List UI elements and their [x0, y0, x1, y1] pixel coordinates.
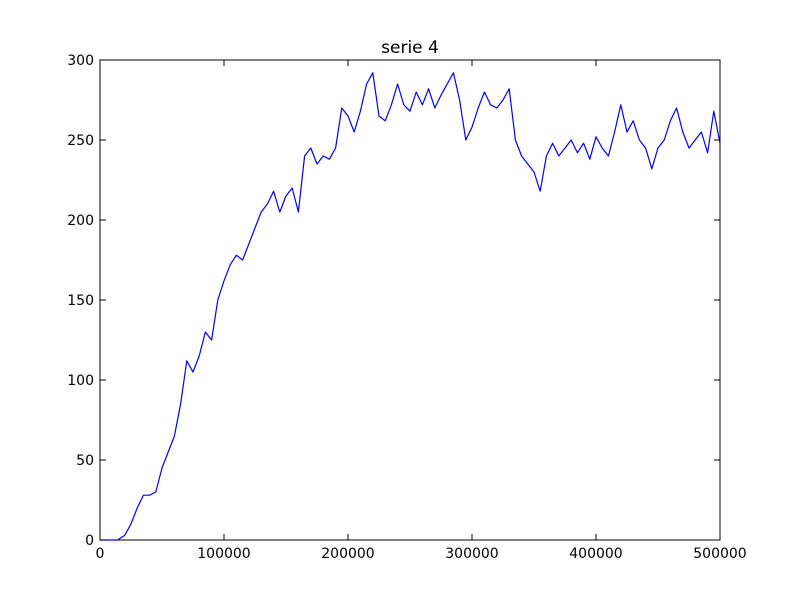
y-tick-label: 0	[85, 533, 94, 549]
x-tick-label: 200000	[321, 546, 374, 562]
y-axis: 0 50 100 150 200 250 300	[67, 53, 720, 549]
y-tick-label: 300	[67, 53, 94, 69]
y-tick-label: 50	[76, 453, 94, 469]
plot-area	[99, 59, 721, 541]
x-tick-label: 300000	[445, 546, 498, 562]
series-line-0	[100, 72, 721, 541]
x-tick-label: 0	[96, 546, 105, 562]
x-tick-label: 400000	[569, 546, 622, 562]
y-tick-label: 200	[67, 213, 94, 229]
y-tick-label: 150	[67, 293, 94, 309]
x-axis: 0 100000 200000 300000 400000 500000	[96, 60, 747, 562]
series-layer	[100, 72, 721, 541]
y-tick-label: 100	[67, 373, 94, 389]
chart-title: serie 4	[381, 38, 439, 58]
plot-frame	[99, 59, 721, 541]
x-tick-label: 100000	[197, 546, 250, 562]
y-tick-label: 250	[67, 133, 94, 149]
x-tick-label: 500000	[693, 546, 746, 562]
